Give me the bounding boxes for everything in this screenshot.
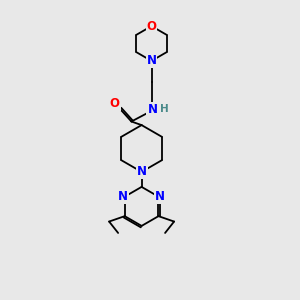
Text: N: N [146, 54, 157, 68]
Text: N: N [136, 165, 147, 178]
Text: N: N [118, 190, 128, 203]
Text: N: N [155, 190, 165, 203]
Text: O: O [146, 20, 157, 33]
Text: H: H [160, 104, 169, 115]
Text: O: O [110, 97, 120, 110]
Text: N: N [147, 103, 158, 116]
